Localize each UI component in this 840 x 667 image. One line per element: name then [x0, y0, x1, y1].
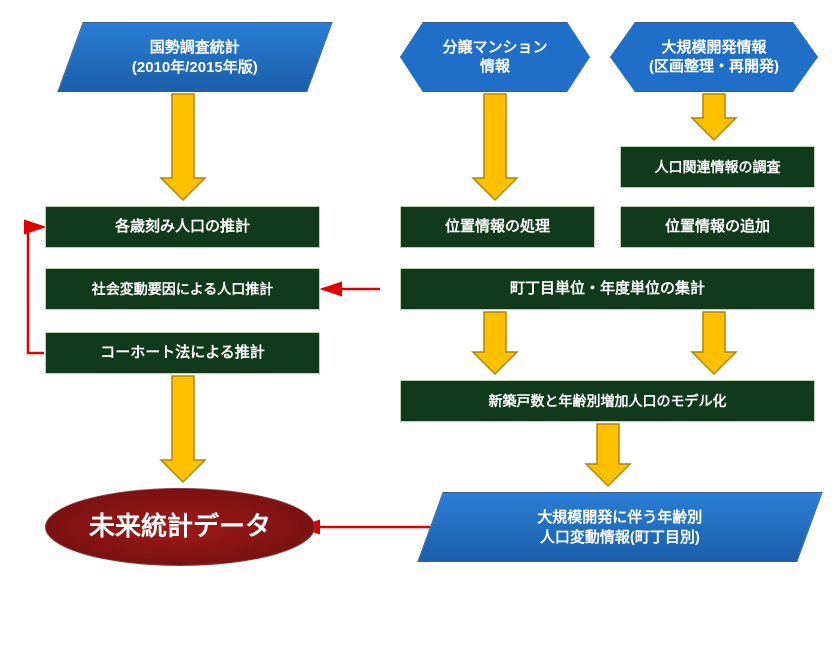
arrow-yellow-1 — [473, 94, 517, 200]
arrow-yellow-0 — [161, 94, 205, 200]
arrow-yellow-5 — [586, 424, 630, 486]
arrow-yellow-2 — [692, 94, 736, 140]
arrow-yellow-3 — [473, 312, 517, 374]
node-socfactor: 社会変動要因による人口推計 — [45, 268, 320, 310]
node-devoutput-label: 大規模開発に伴う年齢別人口変動情報(町丁目別) — [431, 508, 809, 547]
node-census: 国勢調査統計(2010年/2015年版) — [57, 22, 332, 92]
node-popsurvey: 人口関連情報の調査 — [620, 146, 815, 188]
node-devoutput: 大規模開発に伴う年齢別人口変動情報(町丁目別) — [417, 492, 822, 562]
node-cohort: コーホート法による推計 — [45, 332, 320, 374]
node-locproc: 位置情報の処理 — [400, 206, 595, 248]
edge-red-2 — [28, 227, 44, 353]
node-aggregation: 町丁目単位・年度単位の集計 — [400, 268, 815, 310]
node-agepop: 各歳刻み人口の推計 — [45, 206, 320, 248]
node-devinfo: 大規模開発情報(区画整理・再開発) — [610, 22, 818, 92]
node-census-label: 国勢調査統計(2010年/2015年版) — [71, 38, 319, 77]
node-condo: 分譲マンション情報 — [400, 22, 590, 92]
arrow-yellow-6 — [161, 376, 205, 482]
node-locadd: 位置情報の追加 — [620, 206, 815, 248]
node-result: 未来統計データ — [45, 488, 315, 566]
arrow-yellow-4 — [692, 312, 736, 374]
node-model: 新築戸数と年齢別増加人口のモデル化 — [400, 380, 815, 422]
